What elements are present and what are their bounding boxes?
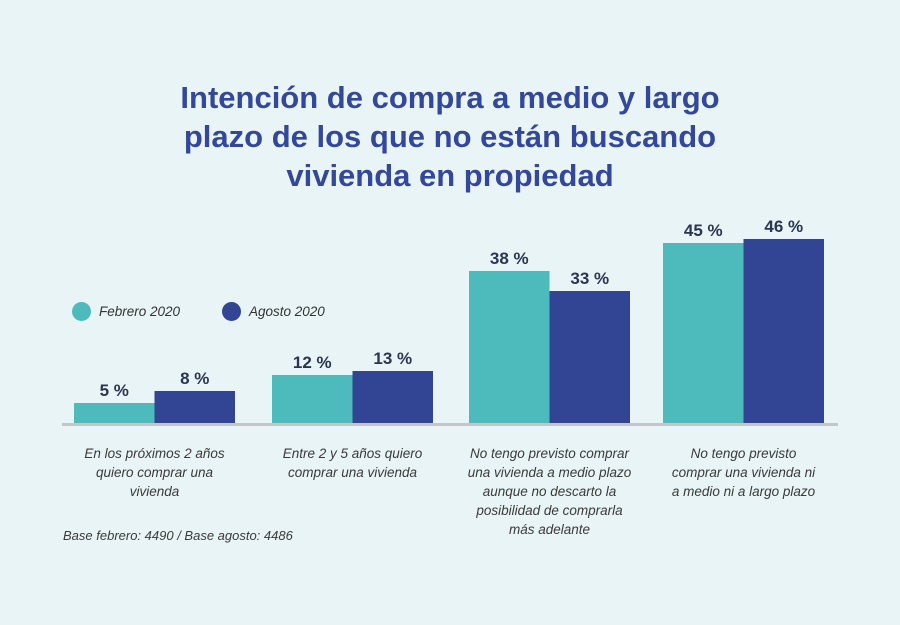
data-label: 33 % xyxy=(570,269,609,288)
legend-swatch xyxy=(72,302,91,321)
chart-title: Intención de compra a medio y largo plaz… xyxy=(0,78,900,195)
data-label: 12 % xyxy=(293,353,332,372)
title-line: Intención de compra a medio y largo xyxy=(180,80,720,115)
title-line: plazo de los que no están buscando xyxy=(183,119,717,154)
bar xyxy=(74,403,155,423)
data-label: 45 % xyxy=(684,221,723,240)
bar xyxy=(469,271,550,423)
data-label: 5 % xyxy=(100,381,129,400)
legend-item-febrero: Febrero 2020 xyxy=(72,302,180,321)
category-label: No tengo previsto comprar una vivienda a … xyxy=(455,444,645,539)
bar xyxy=(154,391,235,423)
category-label-line: a medio ni a largo plazo xyxy=(671,484,816,499)
bar xyxy=(272,375,353,423)
category-label-line: comprar una vivienda xyxy=(287,465,418,480)
bar xyxy=(352,371,433,423)
category-label-line: aunque no descarto la xyxy=(482,484,617,499)
category-label-line: una vivienda a medio plazo xyxy=(467,465,632,480)
base-note: Base febrero: 4490 / Base agosto: 4486 xyxy=(63,528,293,543)
bar xyxy=(743,239,824,423)
category-label-line: vivienda xyxy=(129,484,180,499)
data-label: 13 % xyxy=(373,349,412,368)
category-label-line: quiero comprar una xyxy=(95,465,214,480)
category-label-line: No tengo previsto xyxy=(690,446,797,461)
data-label: 8 % xyxy=(180,369,209,388)
bar xyxy=(549,291,630,423)
category-label: Entre 2 y 5 años quiero comprar una vivie… xyxy=(258,444,448,482)
category-label-line: posibilidad de comprarla xyxy=(476,503,623,518)
legend-swatch xyxy=(222,302,241,321)
legend-item-agosto: Agosto 2020 xyxy=(222,302,325,321)
legend-label: Febrero 2020 xyxy=(99,304,181,319)
legend-label: Agosto 2020 xyxy=(249,304,325,319)
category-label: En los próximos 2 años quiero comprar una… xyxy=(60,444,250,501)
data-label: 38 % xyxy=(490,249,529,268)
category-label-line: comprar una vivienda ni xyxy=(671,465,816,480)
category-label: No tengo previsto comprar una vivienda ni… xyxy=(649,444,839,501)
bar xyxy=(663,243,744,423)
category-label-line: No tengo previsto comprar xyxy=(469,446,630,461)
category-label-line: más adelante xyxy=(508,522,591,537)
category-label-line: Entre 2 y 5 años quiero xyxy=(282,446,423,461)
data-label: 46 % xyxy=(764,217,803,236)
title-line: vivienda en propiedad xyxy=(286,158,614,193)
category-label-line: En los próximos 2 años xyxy=(84,446,225,461)
